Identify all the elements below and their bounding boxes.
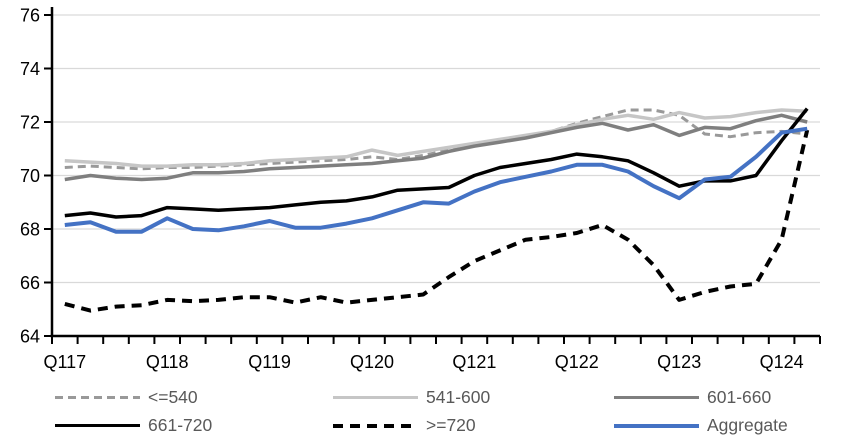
series-line--720 (64, 129, 810, 313)
x-axis-tick-label: Q118 (146, 352, 189, 372)
legend-label-601-660: 601-660 (707, 387, 772, 407)
legend-item-aggregate: Aggregate (614, 415, 788, 436)
legend-line-sample-aggregate (614, 423, 699, 428)
legend-label-ge720: >=720 (426, 415, 476, 435)
x-axis-tick-label: Q121 (452, 352, 496, 372)
legend-item-ge720: >=720 (333, 415, 476, 436)
x-axis-tick-label: Q120 (350, 352, 394, 372)
y-axis-tick-label: 68 (20, 220, 40, 240)
legend-line-sample-601-660 (614, 395, 699, 400)
series-line-661-720 (64, 107, 809, 219)
legend-line-sample-541-600 (333, 395, 418, 400)
legend-line-sample-le540 (55, 396, 140, 399)
legend-line-sample-ge720 (333, 423, 418, 428)
series-line--540 (64, 108, 808, 171)
legend-label-661-720: 661-720 (148, 415, 213, 435)
chart-svg: 64 66 68 70 72 74 76 Q117 Q118 Q119 Q120 Q121 Q122 Q1… (20, 6, 821, 372)
legend-label-aggregate: Aggregate (707, 415, 788, 435)
legend-item-601-660: 601-660 (614, 387, 771, 408)
x-axis-tick-label: Q119 (248, 352, 291, 372)
legend-line-sample-661-720 (55, 423, 140, 428)
series-line-601-660 (64, 113, 808, 182)
x-axis-tick-label: Q117 (43, 352, 86, 372)
y-axis-tick-label: 74 (20, 59, 40, 79)
y-axis-tick-label: 70 (20, 166, 40, 186)
y-axis-tick-label: 66 (20, 273, 40, 293)
legend-item-661-720: 661-720 (55, 415, 212, 436)
legend-label-le540: <=540 (148, 387, 198, 407)
series-line-aggregate (64, 126, 808, 234)
y-axis-tick-label: 72 (20, 113, 40, 133)
y-axis-tick-label: 64 (20, 327, 40, 347)
legend-item-541-600: 541-600 (333, 387, 490, 408)
x-axis-tick-label: Q122 (555, 352, 599, 372)
y-axis-tick-label: 76 (20, 6, 40, 26)
legend-label-541-600: 541-600 (426, 387, 491, 407)
x-axis-tick-label: Q124 (760, 352, 804, 372)
legend-item-le540: <=540 (55, 387, 198, 408)
x-axis-tick-label: Q123 (657, 352, 701, 372)
series-line-541-600 (64, 108, 808, 168)
